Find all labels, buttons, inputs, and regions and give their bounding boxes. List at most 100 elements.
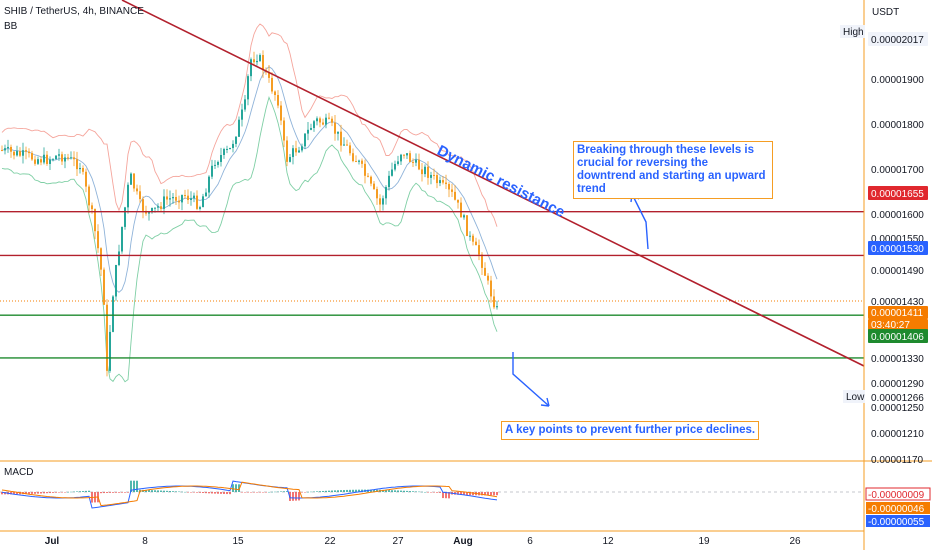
macd-signal-line: [1, 481, 498, 507]
macd-histogram-bar: [343, 490, 345, 492]
macd-histogram-bar: [265, 492, 267, 493]
macd-histogram-bar: [394, 490, 396, 492]
candle-body: [268, 72, 270, 78]
candle-body: [475, 241, 477, 246]
macd-histogram-bar: [58, 492, 60, 493]
macd-histogram-bar: [439, 492, 441, 493]
macd-histogram-bar: [472, 492, 474, 496]
candle-body: [205, 192, 207, 197]
macd-histogram-bar: [214, 492, 216, 494]
macd-histogram-bar: [385, 489, 387, 492]
macd-histogram-bar: [388, 490, 390, 492]
macd-pane: [0, 480, 864, 509]
bb-upper: [1, 23, 498, 227]
y-tick-label: 0.00001210: [871, 429, 924, 440]
candle-body: [352, 153, 354, 162]
candle-body: [103, 269, 105, 305]
candle-body: [376, 189, 378, 199]
y-tick-label: 0.00001550: [871, 234, 924, 245]
macd-histogram-bar: [130, 480, 132, 492]
macd-histogram-bar: [484, 492, 486, 496]
macd-histogram-bar: [286, 491, 288, 492]
macd-histogram-bar: [361, 489, 363, 492]
macd-histogram-bar: [172, 491, 174, 492]
macd-histogram-bar: [82, 491, 84, 492]
candle-body: [85, 171, 87, 187]
macd-histogram-bar: [202, 492, 204, 493]
macd-histogram-bar: [481, 492, 483, 496]
candle-body: [160, 206, 162, 209]
time-axis: Jul 8 15 22 27 Aug 6 12 19 26: [45, 536, 801, 547]
macd-histogram-bar: [292, 492, 294, 501]
candle-body: [253, 59, 255, 63]
price-label-box: [868, 32, 928, 46]
macd-histogram-bar: [463, 492, 465, 496]
candle-body: [304, 133, 306, 147]
x-tick-label: Aug: [453, 536, 472, 547]
macd-histogram-bar: [421, 491, 423, 493]
price-label-support: 0.00001406: [871, 332, 924, 343]
candle-body: [436, 175, 438, 184]
macd-histogram-bar: [205, 492, 207, 494]
horizontal-levels: [0, 210, 864, 359]
candles: [1, 50, 498, 377]
macd-histogram-bar: [400, 490, 402, 492]
candle-body: [58, 154, 60, 156]
macd-histogram-bar: [271, 491, 273, 493]
candle-body: [454, 191, 456, 200]
candle-body: [61, 154, 63, 162]
candle-body: [181, 195, 183, 203]
macd-histogram-bar: [262, 492, 264, 493]
price-label-countdown: 03:40:27: [871, 320, 910, 331]
macd-line: [1, 480, 498, 509]
candle-body: [361, 160, 363, 164]
candle-body: [277, 95, 279, 106]
currency-label[interactable]: USDT: [872, 7, 900, 18]
macd-histogram-bar: [55, 492, 57, 493]
macd-histogram-bar: [370, 489, 372, 492]
candle-body: [403, 154, 405, 156]
x-tick-label: 26: [789, 536, 801, 547]
candle-body: [49, 159, 51, 164]
macd-value-label: -0.00000046: [868, 504, 925, 515]
candle-body: [313, 121, 315, 129]
macd-histogram-bar: [295, 492, 297, 501]
dynamic-resistance-line[interactable]: [121, 0, 865, 367]
candle-body: [379, 198, 381, 205]
price-axis: 0.00001900 0.00001800 0.00001700 0.00001600…: [840, 0, 931, 550]
macd-histogram-bar: [412, 491, 414, 492]
y-tick-label: 0.00001700: [871, 165, 924, 176]
candle-body: [490, 280, 492, 297]
macd-histogram-bar: [70, 491, 72, 493]
x-tick-label: 12: [602, 536, 614, 547]
macd-histogram-bar: [418, 491, 420, 493]
candle-body: [295, 148, 297, 153]
macd-histogram-bar: [331, 490, 333, 492]
candle-body: [4, 148, 6, 151]
macd-histogram-bar: [403, 490, 405, 492]
candle-body: [487, 275, 489, 281]
macd-histogram-bar: [301, 492, 303, 493]
candle-body: [13, 151, 15, 156]
candle-body: [250, 59, 252, 77]
macd-histogram-bar: [310, 491, 312, 493]
candle-body: [430, 174, 432, 178]
macd-histogram-bar: [88, 490, 90, 492]
candle-body: [469, 235, 471, 237]
candle-body: [40, 159, 42, 163]
candle-body: [460, 202, 462, 218]
candle-body: [349, 145, 351, 154]
candle-body: [355, 161, 357, 163]
candle-body: [100, 248, 102, 270]
macd-histogram-bar: [307, 491, 309, 493]
macd-histogram-bar: [199, 492, 201, 493]
macd-histogram-bar: [280, 491, 282, 492]
macd-histogram-bar: [28, 492, 30, 494]
x-tick-label: 27: [392, 536, 404, 547]
candle-body: [118, 251, 120, 265]
macd-histogram-bar: [127, 492, 129, 493]
macd-histogram-bar: [52, 492, 54, 493]
bb-basis: [1, 66, 498, 293]
macd-histogram-bar: [487, 492, 489, 496]
